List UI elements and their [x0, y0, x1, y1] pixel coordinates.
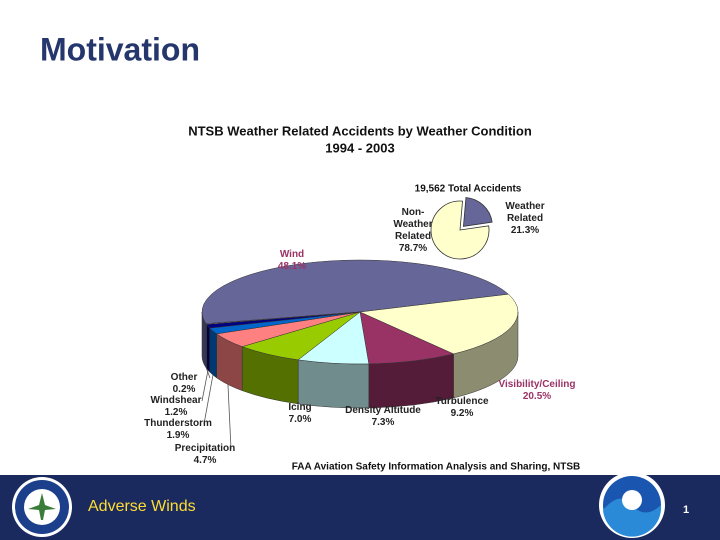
- slice: [359, 293, 519, 355]
- slice: [359, 311, 455, 365]
- noaa-logo: [599, 472, 665, 538]
- category-label: Windshear: [150, 395, 202, 406]
- category-label: Weather Related: [505, 201, 545, 224]
- slice-label: Weather Related 21.3%: [499, 201, 551, 237]
- leader-line: [201, 370, 209, 402]
- slice: [462, 197, 493, 227]
- slice-label: Visibility/Ceiling 20.5%: [498, 379, 575, 403]
- slice-label: Density Altitude 7.3%: [345, 405, 421, 429]
- slice-label: Non-Weather Related 78.7%: [389, 207, 437, 255]
- slice-label: Turbulence 9.2%: [435, 396, 488, 420]
- value-label: 21.3%: [510, 225, 540, 236]
- slice-label: Other 0.2%: [171, 372, 198, 396]
- inset-title: 19,562 Total Accidents: [415, 184, 522, 195]
- value-label: 1.2%: [164, 407, 188, 418]
- value-label: 1.9%: [166, 430, 190, 441]
- category-label: Non-Weather Related: [393, 207, 433, 242]
- category-label: Precipitation: [174, 443, 236, 454]
- page-number: 1: [683, 504, 689, 516]
- value-label: 9.2%: [450, 408, 474, 419]
- leader-line: [203, 374, 214, 425]
- slice: [205, 311, 361, 325]
- value-label: 7.0%: [288, 414, 312, 425]
- slice: [201, 259, 510, 324]
- slice-label: Icing 7.0%: [288, 402, 311, 426]
- leader-line: [205, 367, 211, 379]
- slice-side: [297, 359, 370, 409]
- footer-text: Adverse Winds: [88, 498, 196, 515]
- slice-label: Thunderstorm 1.9%: [144, 418, 212, 442]
- category-label: Visibility/Ceiling: [498, 379, 576, 390]
- slice-tops: [201, 259, 519, 365]
- leader-line: [227, 384, 232, 450]
- slice-label: Windshear 1.2%: [150, 395, 201, 419]
- value-label: 4.7%: [193, 455, 217, 466]
- value-label: 7.3%: [371, 417, 395, 428]
- value-label: 78.7%: [398, 243, 428, 254]
- category-label: Icing: [288, 402, 312, 413]
- slice-label: Wind 48.1%: [278, 249, 306, 273]
- category-label: Turbulence: [435, 396, 489, 407]
- chart-title: NTSB Weather Related Accidents by Weathe…: [188, 123, 532, 138]
- chart-subtitle: 1994 - 2003: [325, 140, 394, 155]
- slice: [430, 200, 490, 260]
- category-label: Wind: [279, 249, 305, 260]
- value-label: 0.2%: [172, 384, 196, 395]
- slide-title: Motivation: [40, 31, 200, 67]
- slice-side: [209, 327, 217, 379]
- slice-label: Precipitation 4.7%: [175, 443, 236, 467]
- faa-logo: [12, 477, 72, 537]
- category-label: Thunderstorm: [144, 418, 212, 429]
- slice-sides: [201, 311, 519, 409]
- source: FAA Aviation Safety Information Analysis…: [292, 462, 581, 473]
- value-label: 48.1%: [277, 261, 307, 272]
- value-label: 20.5%: [522, 391, 552, 402]
- category-label: Density Altitude: [345, 405, 421, 416]
- slice-side: [206, 323, 211, 373]
- category-label: Other: [170, 372, 198, 383]
